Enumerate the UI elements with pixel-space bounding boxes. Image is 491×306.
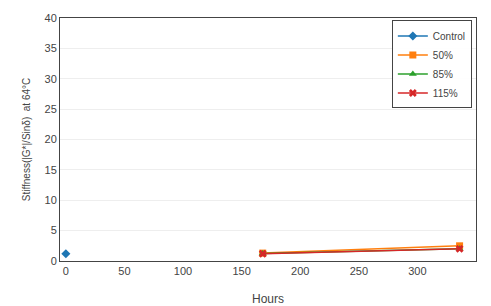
svg-text:Hours: Hours xyxy=(252,292,284,306)
svg-text:250: 250 xyxy=(350,265,368,277)
svg-text:0: 0 xyxy=(63,265,69,277)
svg-text:25: 25 xyxy=(45,103,57,115)
svg-text:Control: Control xyxy=(433,31,465,42)
svg-text:0: 0 xyxy=(51,255,57,267)
svg-text:115%: 115% xyxy=(433,88,458,99)
svg-text:10: 10 xyxy=(45,194,57,206)
svg-text:15: 15 xyxy=(45,164,57,176)
svg-text:150: 150 xyxy=(232,265,250,277)
svg-text:40: 40 xyxy=(45,12,57,24)
svg-text:35: 35 xyxy=(45,42,57,54)
svg-text:5: 5 xyxy=(51,224,57,236)
svg-text:30: 30 xyxy=(45,73,57,85)
svg-text:Stiffness(|G*|/Sinδ) at 64°C: Stiffness(|G*|/Sinδ) at 64°C xyxy=(21,78,32,202)
svg-text:300: 300 xyxy=(408,265,426,277)
svg-text:50%: 50% xyxy=(433,50,453,61)
svg-text:50: 50 xyxy=(118,265,130,277)
svg-text:85%: 85% xyxy=(433,69,453,80)
svg-text:200: 200 xyxy=(291,265,309,277)
svg-text:20: 20 xyxy=(45,133,57,145)
svg-text:100: 100 xyxy=(174,265,192,277)
